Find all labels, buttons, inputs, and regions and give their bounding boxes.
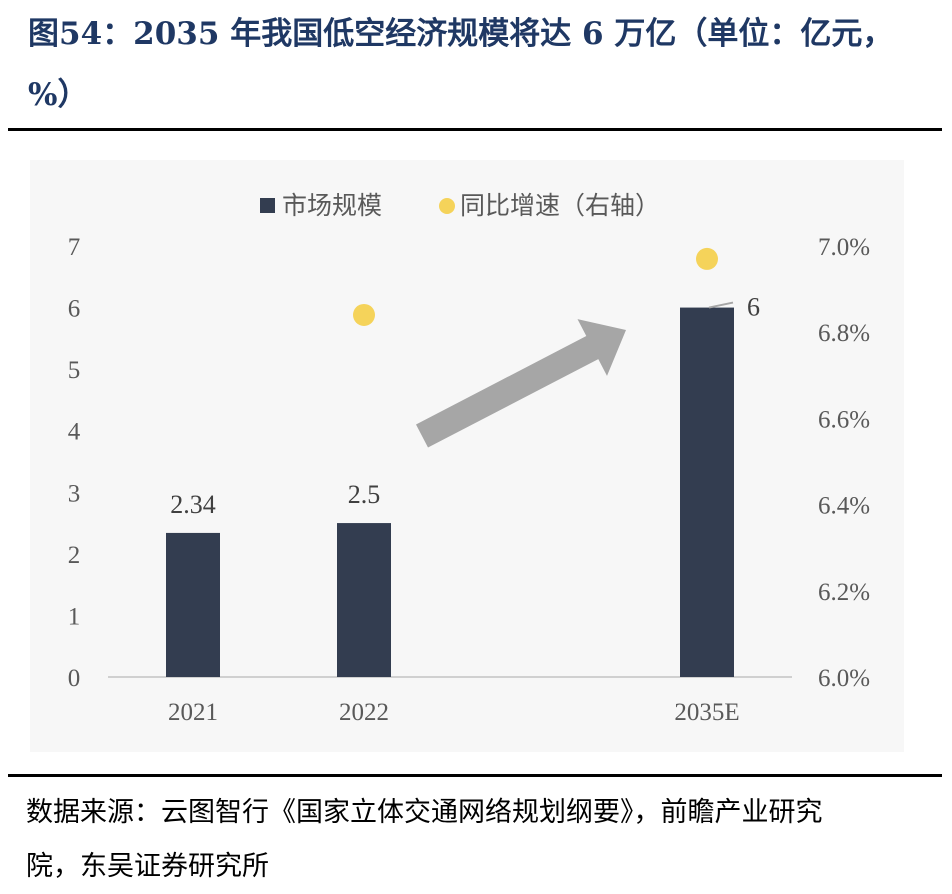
legend-bar-label: 市场规模 bbox=[282, 192, 382, 220]
x-tick-label: 2021 bbox=[168, 699, 218, 726]
legend-dot-label: 同比增速（右轴） bbox=[460, 192, 660, 220]
trend-arrow bbox=[416, 319, 626, 448]
x-tick-label: 2035E bbox=[674, 699, 739, 726]
y-right-tick-label: 7.0% bbox=[818, 234, 870, 261]
y-right-tick-label: 6.0% bbox=[818, 665, 870, 692]
legend-bar-swatch bbox=[260, 198, 275, 213]
bar bbox=[166, 532, 220, 677]
y-left-tick-label: 4 bbox=[68, 419, 81, 446]
bar-data-label: 6 bbox=[747, 293, 760, 322]
y-right-tick-label: 6.6% bbox=[818, 406, 870, 433]
chart-svg: 0 1 2 3 4 5 6 7 6.0% 6.2% 6.4% 6.6% 6.8% 7.0% 2021 2022… bbox=[68, 192, 870, 726]
bar-data-label: 2.5 bbox=[348, 480, 381, 509]
data-label-leader bbox=[708, 301, 734, 309]
y-left-tick-label: 5 bbox=[68, 357, 81, 384]
legend-dot-swatch bbox=[439, 198, 455, 214]
x-tick-label: 2022 bbox=[339, 699, 389, 726]
bar bbox=[337, 523, 391, 677]
growth-rate-point bbox=[353, 303, 375, 326]
y-right-tick-label: 6.8% bbox=[818, 320, 870, 347]
y-left-tick-label: 0 bbox=[68, 665, 81, 692]
top-rule bbox=[8, 128, 942, 131]
bottom-rule bbox=[8, 774, 942, 777]
bar-data-label: 2.34 bbox=[170, 490, 216, 519]
y-right-tick-label: 6.2% bbox=[818, 579, 870, 606]
figure-title: 图54：2035 年我国低空经济规模将达 6 万亿（单位：亿元，%） bbox=[28, 16, 894, 113]
y-left-tick-label: 3 bbox=[68, 480, 81, 507]
y-right-tick-label: 6.4% bbox=[818, 493, 870, 520]
bar bbox=[680, 307, 734, 677]
chart-area: 0 1 2 3 4 5 6 7 6.0% 6.2% 6.4% 6.6% 6.8% 7.0% 2021 2022… bbox=[30, 160, 904, 752]
y-left-tick-label: 6 bbox=[68, 296, 81, 323]
growth-rate-point bbox=[696, 247, 718, 270]
y-left-tick-label: 2 bbox=[68, 542, 81, 569]
y-left-tick-label: 7 bbox=[68, 234, 81, 261]
y-left-tick-label: 1 bbox=[68, 603, 81, 630]
source-note: 数据来源：云图智行《国家立体交通网络规划纲要》，前瞻产业研究院，东吴证券研究所 bbox=[26, 797, 823, 882]
